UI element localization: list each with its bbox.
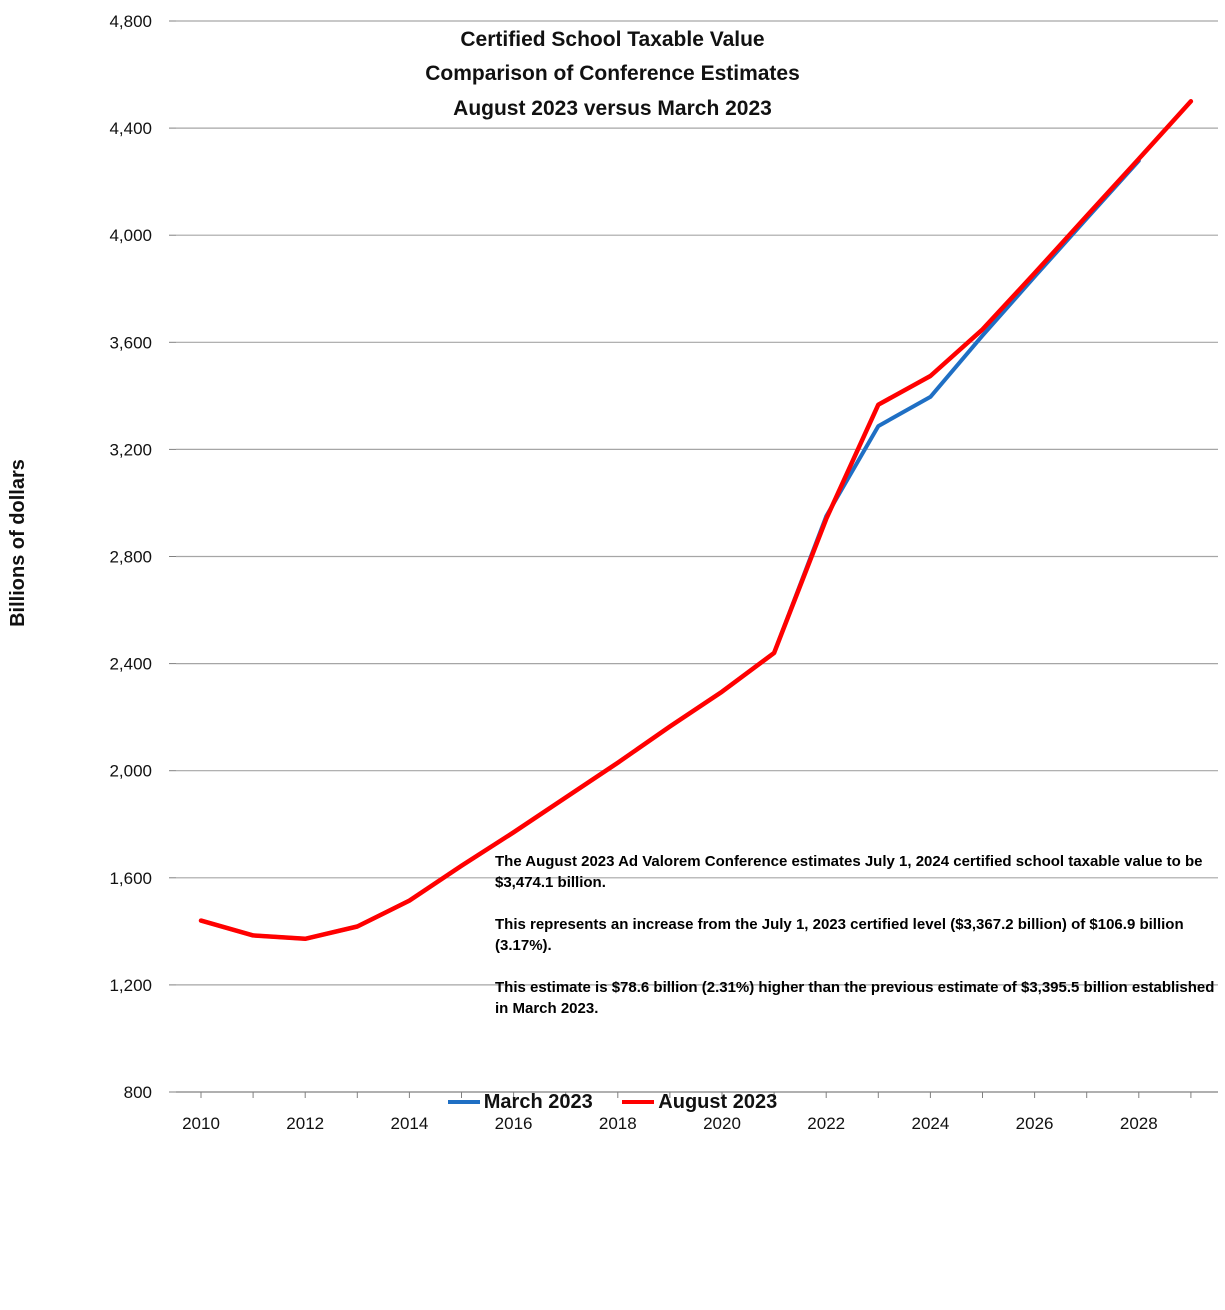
x-tick-label: 2024 [911,1114,949,1133]
y-tick-label: 4,000 [109,226,152,245]
legend-label-march-2023: March 2023 [483,1090,593,1113]
legend-swatch-august-2023 [622,1100,655,1104]
legend-swatch-march-2023 [447,1100,480,1104]
annotation-paragraph-1: The August 2023 Ad Valorem Conference es… [495,853,1203,891]
x-tick-label: 2016 [495,1114,533,1133]
legend-label-august-2023: August 2023 [658,1090,778,1113]
chart-title-line-1: Certified School Taxable Value [460,28,765,51]
annotation-paragraph-3: This estimate is $78.6 billion (2.31%) h… [495,979,1215,1017]
legend-item-march-2023: March 2023 [447,1090,593,1114]
legend-item-august-2023: August 2023 [622,1091,777,1114]
y-tick-label: 1,200 [109,976,152,995]
y-tick-label: 3,600 [109,333,152,352]
series-lines [198,99,1194,942]
axes [169,20,1218,1098]
x-tick-label: 2028 [1120,1114,1158,1133]
y-tick-label: 4,400 [109,119,152,138]
x-tick-label: 2026 [1016,1114,1054,1133]
y-tick-label: 1,600 [109,869,152,888]
gridlines [176,20,1218,986]
y-tick-label: 3,200 [109,440,152,459]
legend: March 2023 August 2023 [0,1087,1225,1114]
y-tick-label: 2,800 [109,548,152,567]
annotation-box: The August 2023 Ad Valorem Conference es… [495,851,1215,1040]
y-tick-label: 2,400 [109,655,152,674]
y-tick-label: 4,800 [109,12,152,31]
x-tick-label: 2020 [703,1114,741,1133]
y-tick-label: 2,000 [109,762,152,781]
series-line-march-2023 [199,158,1141,941]
x-tick-label: 2012 [286,1114,324,1133]
chart-title-line-2: Comparison of Conference Estimates [425,62,800,85]
x-tick-label: 2018 [599,1114,637,1133]
annotation-paragraph-2: This represents an increase from the Jul… [495,916,1184,954]
tick-labels: 800 1,200 1,600 2,000 2,400 2,800 3,200 3,600 4,… [109,12,1157,1133]
series-line-august-2023 [198,99,1194,942]
x-tick-label: 2014 [390,1114,428,1133]
y-axis-label: Billions of dollars [7,459,29,627]
x-tick-label: 2010 [182,1114,220,1133]
chart-title-line-3: August 2023 versus March 2023 [453,97,772,120]
y-tick-label: 800 [124,1083,152,1102]
x-tick-label: 2022 [807,1114,845,1133]
